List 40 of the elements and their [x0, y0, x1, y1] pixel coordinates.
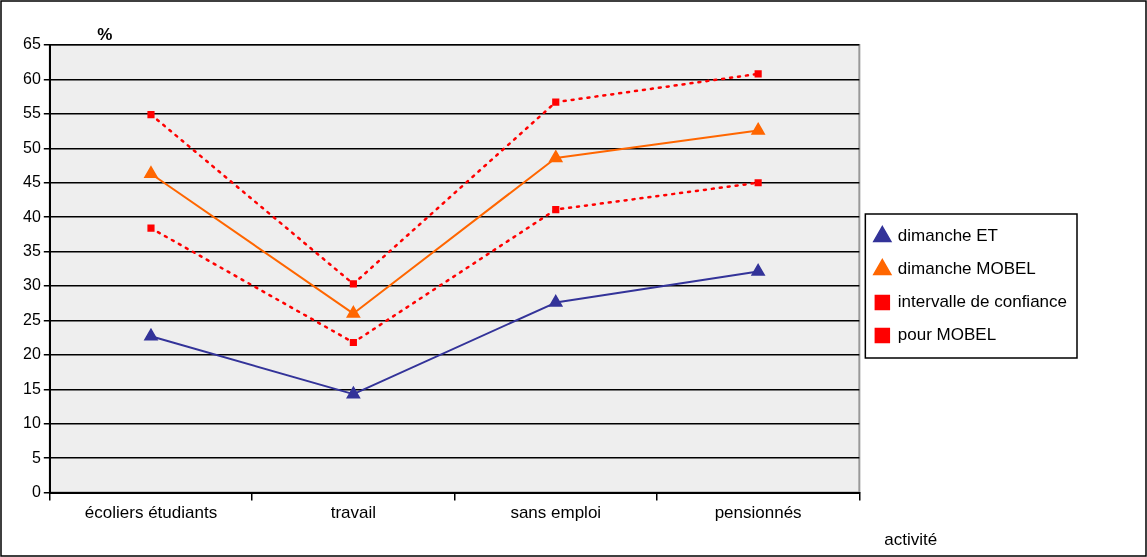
legend-label: dimanche ET [897, 226, 999, 246]
y-tick-label: 35 [23, 241, 41, 259]
point [754, 179, 762, 187]
point [144, 328, 158, 341]
point [754, 70, 762, 78]
x-tick-label: sans emploi [510, 503, 602, 523]
x-tick-label: écoliers étudiants [84, 503, 218, 523]
legend-label: dimanche MOBEL [897, 259, 1036, 279]
y-axis-title: % [97, 25, 113, 44]
point [552, 98, 560, 106]
y-tick-label: 25 [23, 310, 41, 328]
point [548, 294, 563, 307]
y-tick-label: 10 [23, 414, 41, 432]
legend-label: intervalle de confiance [897, 292, 1068, 312]
legend-label: pour MOBEL [897, 325, 997, 345]
x-axis-title: activité [884, 530, 938, 549]
y-tick-label: 55 [23, 104, 41, 122]
point [147, 224, 155, 232]
y-tick-label: 45 [23, 173, 41, 191]
y-tick-label: 40 [23, 207, 41, 225]
y-tick-label: 60 [23, 69, 41, 87]
point [751, 122, 765, 135]
y-tick-label: 65 [23, 35, 41, 53]
point [349, 280, 357, 288]
y-tick-label: 50 [23, 138, 41, 156]
y-tick-label: 20 [23, 345, 41, 363]
x-tick-label: pensionnés [714, 503, 802, 523]
point [147, 110, 155, 119]
y-tick-label: 5 [31, 448, 41, 466]
y-tick-label: 15 [23, 379, 41, 397]
point [346, 305, 361, 318]
point [548, 150, 563, 163]
point [552, 206, 560, 214]
x-tick-label: travail [330, 503, 377, 523]
point [751, 263, 765, 276]
point [349, 338, 357, 347]
point [144, 166, 158, 179]
y-tick-label: 0 [31, 483, 41, 501]
y-tick-label: 30 [23, 276, 41, 294]
point [346, 386, 361, 399]
